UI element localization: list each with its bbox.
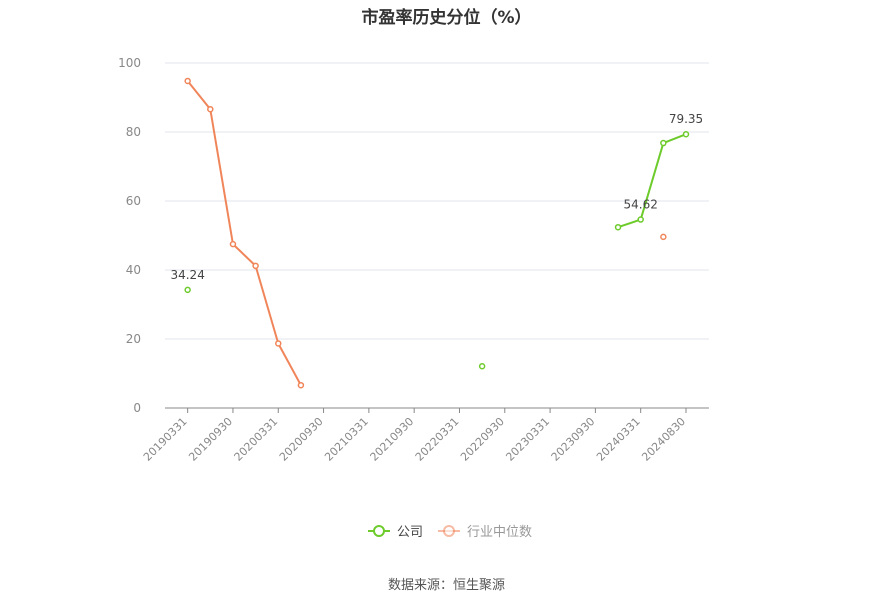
x-tick-label: 20240331 [594,415,643,464]
data-point [637,216,644,223]
x-tick-label: 20220331 [413,415,462,464]
data-point [614,223,622,231]
series-line-1 [186,80,302,386]
data-point [297,381,305,389]
data-label: 54.62 [624,198,658,212]
legend-marker [373,525,385,537]
x-tick-label: 20190930 [186,415,235,464]
data-label: 79.35 [669,112,703,126]
data-point [184,286,191,294]
series-line-0 [617,133,687,229]
data-point [252,262,259,270]
data-point [478,363,486,370]
y-tick-label: 40 [126,263,141,277]
chart-title: 市盈率历史分位（%） [361,8,532,28]
x-tick-label: 20240830 [639,415,688,464]
y-tick-label: 60 [126,194,141,208]
x-tick-label: 20230331 [503,415,552,464]
y-tick-label: 0 [133,401,141,415]
y-tick-label: 100 [118,56,141,70]
data-label: 34.24 [170,268,204,282]
data-point [229,240,237,248]
x-tick-label: 20210331 [322,415,371,464]
x-tick-label: 20200930 [277,415,326,464]
data-point [660,139,667,147]
x-tick-label: 20220930 [458,415,507,464]
legend-label: 公司 [397,525,423,540]
data-point [184,77,191,85]
legend-label: 行业中位数 [467,525,532,540]
x-tick-label: 20210930 [368,415,417,464]
legend-marker [443,525,455,537]
x-tick-label: 20230930 [549,415,598,464]
y-tick-label: 80 [126,125,141,139]
chart-source: 数据来源：恒生聚源 [387,578,505,593]
x-tick-label: 20200331 [232,415,281,464]
y-tick-label: 20 [126,332,141,346]
x-tick-label: 20190331 [141,415,190,464]
data-point [682,130,690,138]
data-point [207,105,214,113]
data-point [275,340,282,347]
data-point [660,233,667,241]
